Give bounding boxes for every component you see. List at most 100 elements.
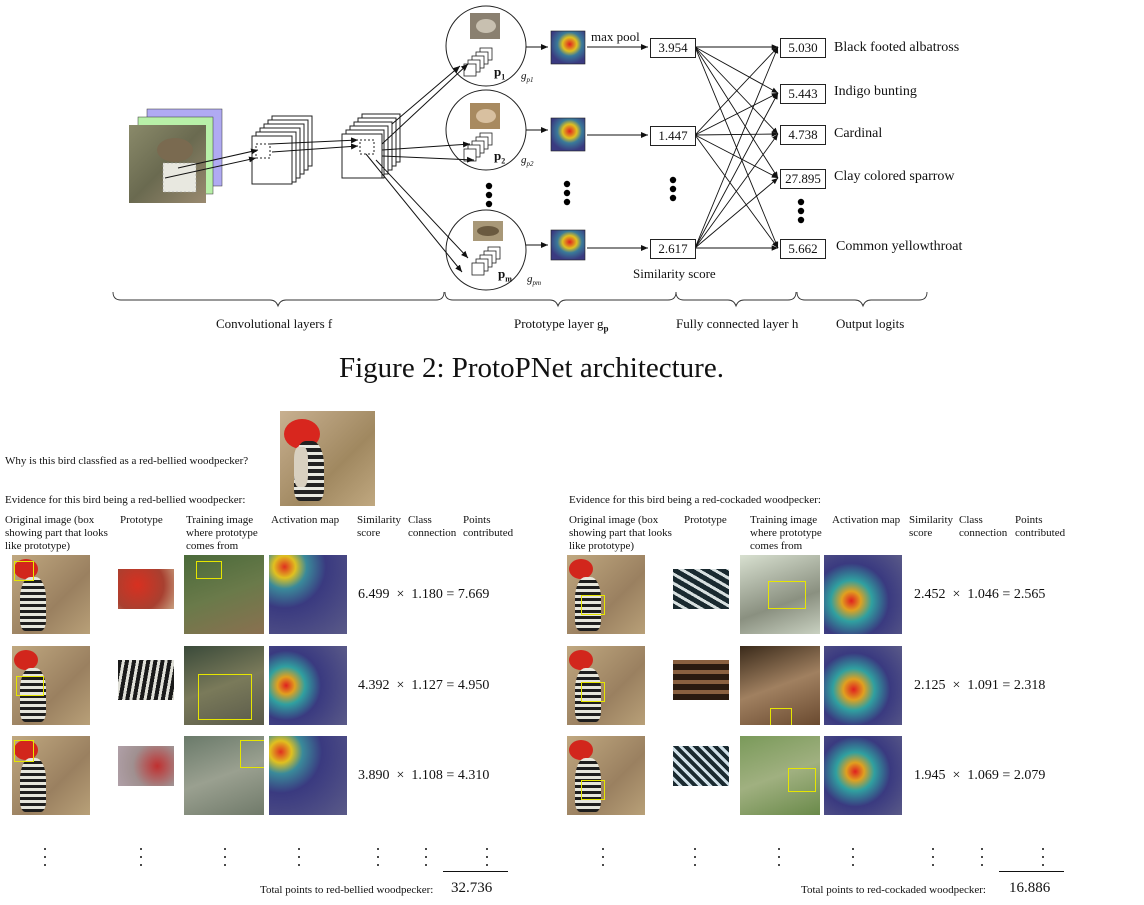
vertical-ellipsis — [486, 848, 490, 868]
class-name-1: Black footed albatross — [834, 40, 960, 55]
vertical-ellipsis — [1042, 848, 1046, 868]
similarity-value: 6.499 — [358, 587, 390, 602]
left-original-image — [12, 736, 90, 815]
left-score-equation: 4.392 × 1.127 = 4.950 — [358, 678, 489, 694]
logit-box-1: 5.030 — [780, 38, 826, 58]
logit-box-3: 4.738 — [780, 125, 826, 145]
class-connection-value: 1.069 — [967, 768, 999, 783]
conv-stack-1 — [251, 115, 313, 185]
left-activation-map — [269, 646, 347, 725]
left-col-points: Points contributed — [463, 514, 514, 539]
bird-head — [14, 740, 38, 760]
left-activation-map — [269, 736, 347, 815]
vertical-ellipsis — [981, 848, 985, 868]
yellow-box — [14, 561, 34, 581]
left-col-similarity: Similarity score — [357, 514, 401, 539]
similarity-box-m: 2.617 — [650, 239, 696, 259]
points-value: 7.669 — [457, 587, 490, 602]
left-activation-map — [269, 555, 347, 634]
question-text: Why is this bird classfied as a red-bell… — [5, 455, 249, 467]
vertical-ellipsis — [140, 848, 144, 868]
yellow-box — [14, 740, 34, 762]
left-training-image — [184, 646, 264, 725]
equals-operator: = — [998, 768, 1014, 783]
right-col-points: Points contributed — [1015, 514, 1066, 539]
right-training-image — [740, 646, 820, 725]
section-fc-label: Fully connected layer h — [676, 316, 799, 331]
vertical-ellipsis — [425, 848, 429, 868]
right-activation-map — [824, 555, 902, 634]
points-value: 4.950 — [457, 678, 490, 693]
right-score-equation: 1.945 × 1.069 = 2.079 — [914, 768, 1045, 784]
section-logits-label: Output logits — [836, 316, 905, 331]
left-original-image — [12, 555, 90, 634]
right-col-prototype: Prototype — [684, 514, 727, 526]
vertical-ellipsis — [298, 848, 302, 868]
class-connection-value: 1.046 — [967, 587, 999, 602]
vertical-ellipsis — [694, 848, 698, 868]
g-label-2: gp2 — [521, 154, 534, 169]
left-total-value: 32.736 — [451, 880, 493, 896]
equals-operator: = — [442, 587, 458, 602]
similarity-box-1: 3.954 — [650, 38, 696, 58]
equals-operator: = — [998, 587, 1014, 602]
g-label-m: gpm — [527, 273, 542, 288]
left-score-equation: 3.890 × 1.108 = 4.310 — [358, 768, 489, 784]
right-score-equation: 2.125 × 1.091 = 2.318 — [914, 678, 1045, 694]
prototype-circle-m — [445, 209, 527, 291]
points-value: 2.318 — [1013, 678, 1046, 693]
right-original-image — [567, 736, 645, 815]
class-connection-value: 1.180 — [411, 587, 443, 602]
times-operator: × — [389, 768, 412, 783]
bird-body — [575, 668, 601, 722]
left-total-label: Total points to red-bellied woodpecker: — [260, 884, 434, 896]
architecture-diagram — [112, 5, 928, 308]
yellow-box — [16, 676, 44, 696]
left-training-image — [184, 555, 264, 634]
section-proto-label: Prototype layer gp — [514, 316, 609, 334]
right-col-similarity: Similarity score — [909, 514, 953, 539]
right-score-equation: 2.452 × 1.046 = 2.565 — [914, 587, 1045, 603]
class-connection-value: 1.108 — [411, 768, 443, 783]
yellow-box — [788, 768, 816, 792]
left-training-image — [184, 736, 264, 815]
right-original-image — [567, 646, 645, 725]
left-prototype-patch — [118, 569, 174, 609]
bird-body — [575, 577, 601, 631]
yellow-box — [240, 740, 264, 768]
similarity-value: 2.452 — [914, 587, 946, 602]
bird-head — [569, 559, 593, 579]
right-activation-map — [824, 646, 902, 725]
right-col-training: Training image where prototype comes fro… — [750, 514, 822, 552]
times-operator: × — [389, 587, 412, 602]
activation-heatmap-2 — [550, 117, 586, 152]
figure-caption: Figure 2: ProtoPNet architecture. — [339, 352, 724, 384]
similarity-value: 1.945 — [914, 768, 946, 783]
right-col-class: Class connection — [959, 514, 1008, 539]
yellow-box — [198, 674, 252, 720]
prototype-label-2: p2 — [494, 148, 506, 166]
equals-operator: = — [998, 678, 1014, 693]
left-prototype-patch — [118, 746, 174, 786]
vertical-ellipsis — [778, 848, 782, 868]
yellow-box — [196, 561, 222, 579]
bird-head — [14, 650, 38, 670]
right-training-image — [740, 736, 820, 815]
yellow-box — [768, 581, 806, 609]
left-prototype-patch — [118, 660, 174, 700]
class-connection-value: 1.091 — [967, 678, 999, 693]
g-label-1: gp1 — [521, 70, 534, 85]
prototype-circle-2 — [445, 89, 527, 171]
query-bird-image — [280, 411, 375, 506]
vertical-ellipsis — [377, 848, 381, 868]
left-total-rule — [443, 871, 508, 872]
left-original-image — [12, 646, 90, 725]
right-col-activation: Activation map — [832, 514, 901, 526]
vertical-ellipsis — [602, 848, 606, 868]
left-heading: Evidence for this bird being a red-belli… — [5, 494, 246, 506]
equals-operator: = — [442, 678, 458, 693]
right-training-image — [740, 555, 820, 634]
bird-head — [14, 559, 38, 579]
yellow-box — [770, 708, 792, 725]
activation-heatmap-m — [550, 229, 586, 261]
